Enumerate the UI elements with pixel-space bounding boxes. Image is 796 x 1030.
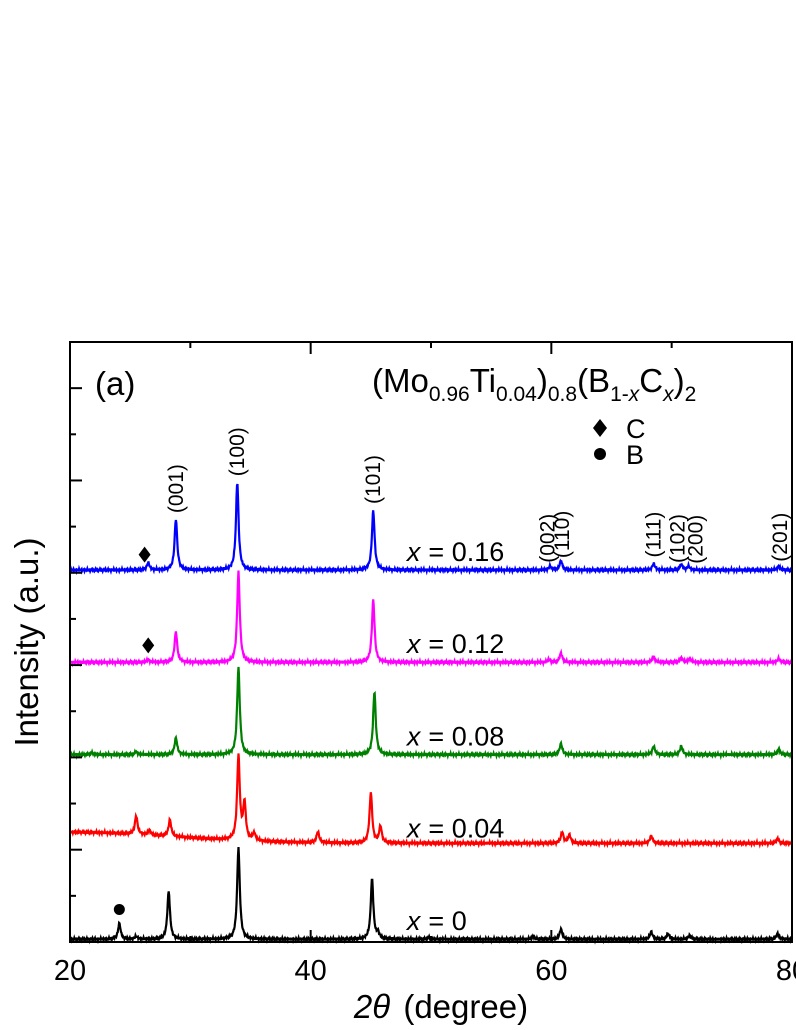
series-line <box>69 483 793 576</box>
series-label-value: = 0.12 <box>428 629 504 659</box>
legend-boron-marker <box>594 448 606 460</box>
legend-label: B <box>626 440 644 470</box>
series-label: x = 0.12 <box>405 629 504 659</box>
chart-title-subscript: x <box>662 383 675 406</box>
peak-label: (002) <box>537 514 560 563</box>
panel-label: (a) <box>95 365 135 402</box>
chart-title-part: ) <box>674 362 685 399</box>
chart-title-part: C <box>639 362 663 399</box>
peak-label: (100) <box>226 427 249 476</box>
series-label-var: x <box>405 537 422 567</box>
chart-title-subscript: 1- <box>610 383 629 406</box>
chart-title-subscript: 2 <box>685 383 697 406</box>
peak-label: (200) <box>685 515 708 564</box>
x-axis-title-unit: (degree) <box>403 988 528 1025</box>
series-label-var: x <box>405 629 422 659</box>
chart-title-part: ) <box>537 362 548 399</box>
series-label-layer: x = 0x = 0.04x = 0.08x = 0.12x = 0.16 <box>405 537 504 936</box>
peak-label: (110) <box>551 511 574 558</box>
peak-label: (201) <box>769 513 792 562</box>
y-axis-title: Intensity (a.u.) <box>8 537 45 746</box>
series-label-value: = 0.16 <box>428 537 504 567</box>
chart-title-subscript: 0.96 <box>429 383 470 406</box>
x-tick-label: 60 <box>535 955 567 987</box>
chart-title-subscript: 0.8 <box>548 383 577 406</box>
chart-title-part: Ti <box>470 362 496 399</box>
carbon-marker <box>142 637 155 654</box>
carbon-marker <box>138 546 151 563</box>
series-line <box>69 666 793 761</box>
chart-title-part: (Mo <box>372 362 429 399</box>
series-label-var: x <box>405 814 422 844</box>
series-label: x = 0 <box>405 906 467 936</box>
boron-marker <box>113 903 125 915</box>
chart-title-subscript: x <box>628 383 641 406</box>
marker-layer <box>113 546 155 915</box>
axis-layer: 20 40 60 80 <box>54 342 796 987</box>
chart-title-subscript: 0.04 <box>496 383 537 406</box>
x-axis-title-theta: 2θ <box>353 988 390 1025</box>
peak-label: (001) <box>165 464 188 513</box>
series-label: x = 0.08 <box>405 721 504 751</box>
peak-label: (101) <box>362 455 385 504</box>
series-line <box>68 753 794 849</box>
x-axis-title: 2θ (degree) <box>353 988 528 1025</box>
series-label-value: = 0.04 <box>428 814 504 844</box>
series-label: x = 0.16 <box>405 537 504 567</box>
legend-carbon-marker <box>593 419 607 437</box>
series-label-var: x <box>405 721 422 751</box>
series-line <box>69 570 793 668</box>
series-label: x = 0.04 <box>405 814 504 844</box>
x-tick-label: 40 <box>295 955 327 987</box>
series-label-value: = 0 <box>428 906 466 936</box>
x-tick-label: 20 <box>54 955 86 987</box>
peak-label-layer: (001) (100) (101) (002)(110) (111) (102)(200)… <box>165 427 792 564</box>
series-label-value: = 0.08 <box>428 721 504 751</box>
peak-label: (111) <box>643 512 666 558</box>
peak-label: (102) <box>667 514 690 563</box>
series-label-var: x <box>405 906 422 936</box>
legend: CB <box>593 414 646 470</box>
chart-title-formula: (Mo0.96Ti0.04)0.8(B1-xCx)2 <box>372 362 696 406</box>
x-tick-label: 80 <box>776 955 796 987</box>
legend-label: C <box>626 414 646 444</box>
chart-title-part: (B <box>577 362 610 399</box>
